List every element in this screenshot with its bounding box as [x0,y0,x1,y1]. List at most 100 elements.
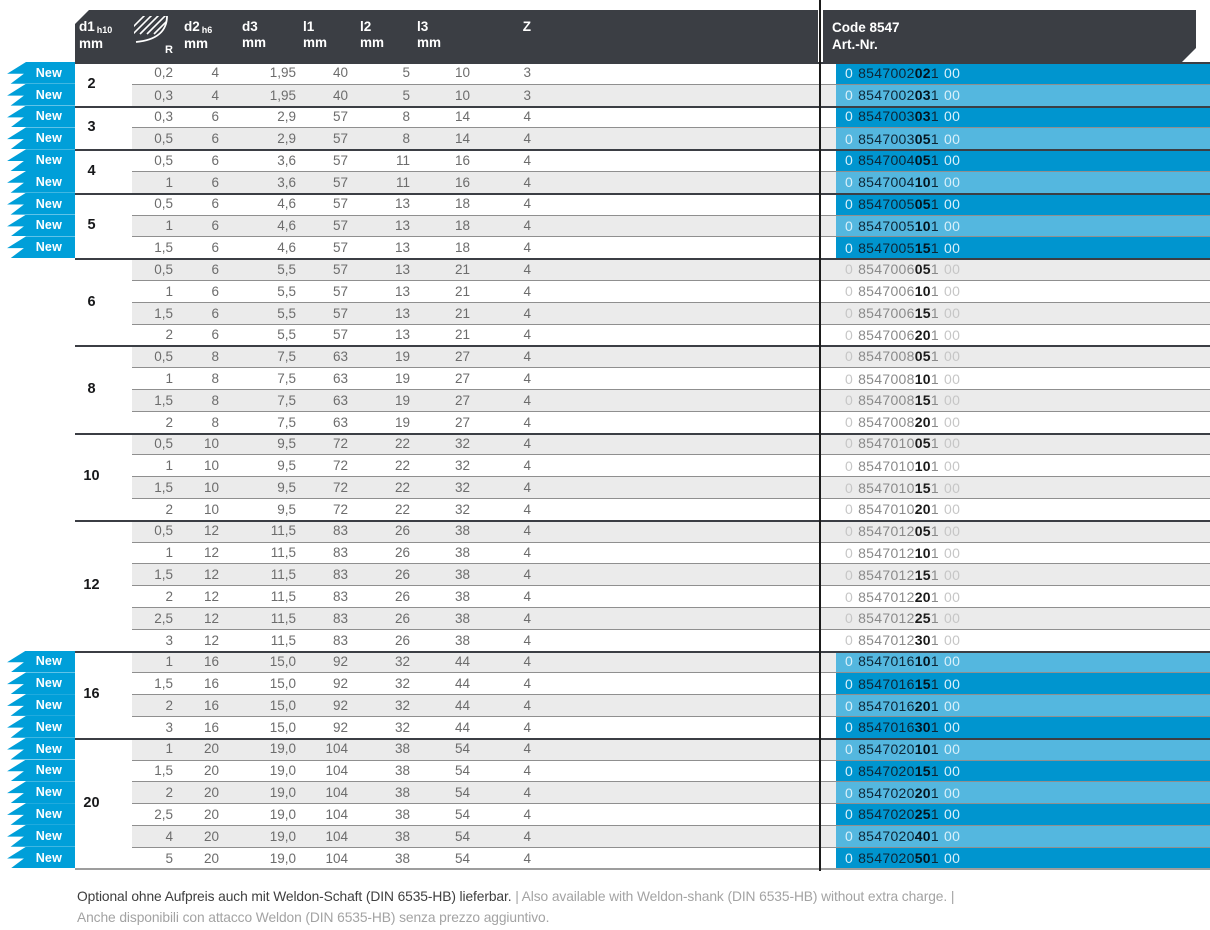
new-badge-slot [0,302,75,324]
new-badge: New [7,192,75,215]
article-bold: 15 [914,762,931,779]
header-l1-label: l1 [303,19,315,34]
cell-d3: 5,5 [222,279,300,302]
cell-l1: 57 [300,214,352,237]
article-prefix: 0 [845,152,854,169]
cell-filler [536,541,836,564]
cell-l1: 57 [300,258,352,280]
cell-z: 4 [474,410,536,433]
table-row: 0,5 10 9,5 72 22 32 4 0 8547010 05 1 00 [0,432,1210,455]
d1-group-label: 5 [87,217,96,234]
table-body: 2 New 0,2 4 1,95 40 5 10 3 0 8547002 02 1 00… [0,62,1210,869]
table-row: 1 6 5,5 57 13 21 4 0 8547006 10 1 00 [0,279,1210,302]
header-d2-tolerance: h6 [201,25,213,35]
article-post: 1 [930,64,939,81]
article-number-cell: 0 8547006 05 1 00 [836,258,1210,280]
cell-filler [536,83,836,106]
cell-filler [536,737,836,760]
d1-group-label: 20 [83,795,100,812]
table-row: 2 12 11,5 83 26 38 4 0 8547012 20 1 00 [0,585,1210,607]
article-suffix: 00 [943,828,961,845]
table-row: 2 10 9,5 72 22 32 4 0 8547010 20 1 00 [0,497,1210,520]
cell-z: 4 [474,367,536,389]
new-badge: New [7,650,75,673]
cell-filler [536,497,836,520]
cell-d3: 4,6 [277,196,296,212]
cell-l3: 16 [414,170,474,193]
cell-l3: 54 [414,737,474,760]
header-d3-label: d3 [242,19,258,34]
article-number-cell: 0 8547004 10 1 00 [836,170,1210,193]
article-post: 1 [930,370,939,387]
cell-l2: 11 [395,152,410,168]
cell-d2: 12 [176,585,222,607]
article-main: 8547004 [858,174,915,191]
table-bottom-border [75,868,1210,871]
article-suffix: 00 [943,370,961,387]
cell-l1: 104 [300,824,352,847]
cell-l1: 104 [300,846,352,869]
new-badge-label: New [35,240,62,255]
code-header-title: Code 8547 [832,20,900,35]
cell-filler [536,519,836,542]
cell-l2: 13 [352,236,414,258]
group-separator-line [75,737,1210,740]
article-main: 8547008 [858,370,915,387]
article-number-cell: 0 8547012 10 1 00 [836,541,1210,564]
article-prefix: 0 [845,239,854,256]
new-badge-slot: New [0,803,75,825]
table-row: New 2,5 20 19,0 104 38 54 4 0 8547020 25 1 0… [0,803,1210,825]
cell-radius: 1,5 [132,236,176,258]
cell-l3: 14 [454,108,470,124]
new-badge-slot: New [0,170,75,193]
new-badge-label: New [35,719,62,734]
cell-l2: 19 [352,388,414,411]
cell-l2: 13 [394,196,410,212]
new-badge-slot: New [0,650,75,673]
article-post: 1 [930,522,939,539]
cell-z: 3 [523,65,531,81]
cell-d2: 6 [176,258,222,280]
table-group: 6 0,5 6 5,5 57 13 21 4 0 8547006 05 1 00 1 6… [0,258,1210,345]
article-main: 8547020 [858,850,915,867]
header-d3: d3 mm [222,10,300,62]
table-row: 1,5 10 9,5 72 22 32 4 0 8547010 15 1 00 [0,476,1210,498]
cell-z: 4 [474,236,536,258]
article-number-cell: 0 8547020 25 1 00 [836,803,1210,825]
new-badge-slot: New [0,759,75,782]
article-suffix: 00 [943,588,961,605]
cell-l3: 32 [414,497,474,520]
article-number-cell: 0 8547005 10 1 00 [836,214,1210,237]
cell-l3: 54 [414,803,474,825]
cell-l3: 18 [414,214,474,237]
article-suffix: 00 [943,108,961,125]
radius-icon [134,16,168,43]
article-post: 1 [930,195,939,212]
header-l2-label: l2 [360,19,372,34]
cell-z: 4 [474,585,536,607]
cell-filler [536,759,836,782]
table-row: 1,5 6 5,5 57 13 21 4 0 8547006 15 1 00 [0,301,1210,324]
cell-z: 4 [474,803,536,825]
new-badge: New [7,694,75,716]
article-number-cell: 0 8547002 02 1 00 [836,62,1210,84]
cell-l1: 72 [300,476,352,498]
article-number-cell: 0 8547002 03 1 00 [836,83,1210,106]
cell-radius: 2,5 [132,803,176,825]
table-group: 4 New 0,5 6 3,6 57 11 16 4 0 8547004 05 1 00… [0,149,1210,193]
cell-radius: 0,5 [132,519,176,542]
d1-group-label: 6 [87,293,96,310]
header-l3: l3 mm [414,10,474,62]
cell-l2: 5 [402,65,410,81]
article-post: 1 [930,130,939,147]
cell-l2: 22 [352,497,414,520]
footer-note-italian: Anche disponibili con attacco Weldon (DI… [77,910,550,926]
cell-filler [536,62,836,84]
article-main: 8547005 [858,239,915,256]
new-badge-label: New [35,218,62,233]
new-badge-slot: New [0,694,75,716]
article-number-cell: 0 8547020 50 1 00 [836,846,1210,869]
cell-l2: 19 [352,345,414,368]
new-badge: New [7,781,75,804]
article-main: 8547020 [858,806,915,823]
